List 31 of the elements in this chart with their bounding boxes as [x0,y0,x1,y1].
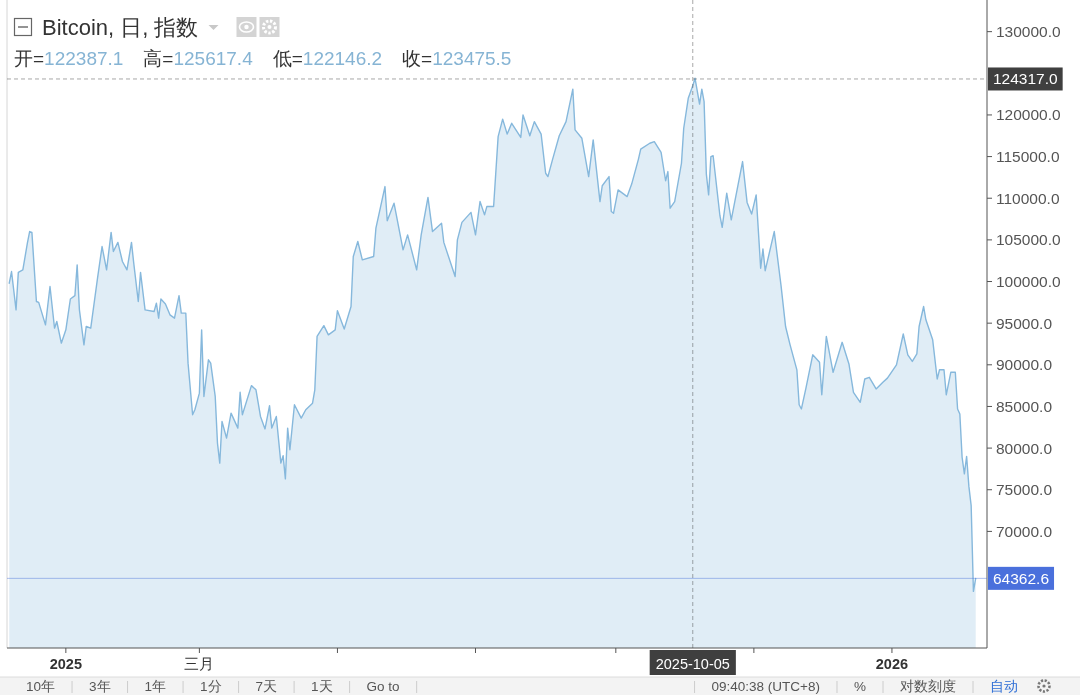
x-tick-label: 三月 [184,656,215,672]
text: 09:40:38 (UTC+8) [711,679,820,694]
y-tick-label: 80000.0 [996,439,1053,457]
text: 开=122387.1 高=125617.4 低=122146.2 收=123475.5 [14,48,512,69]
y-tick-label: 120000.0 [996,106,1062,124]
text: 对数刻度 [900,679,956,694]
y-tick-label: 70000.0 [996,522,1053,540]
y-tick-label: 90000.0 [996,356,1053,374]
ref-line-label: 124317.0 [993,70,1059,88]
y-tick-label: 110000.0 [996,189,1060,207]
text: 自动 [990,679,1018,694]
y-tick-label: 85000.0 [996,397,1053,415]
ref-line-label: 2025-10-05 [655,656,730,672]
y-tick-label: 75000.0 [996,481,1053,499]
text: 7天 [255,679,278,694]
x-tick-label: 2025 [49,656,82,672]
text: 10年 [26,679,56,694]
y-tick-label: 100000.0 [996,273,1062,291]
ref-line-label: 64362.6 [993,569,1050,587]
text: 1天 [311,679,333,694]
x-tick-label: 2026 [875,656,909,672]
text: 1年 [144,679,167,694]
y-tick-label: 105000.0 [996,231,1062,249]
text: Bitcoin, 日, 指数 [42,15,199,40]
y-tick-label: 115000.0 [996,148,1060,166]
y-tick-label: 130000.0 [996,23,1062,41]
text: 1分 [200,679,222,694]
text: % [853,679,866,694]
text: Go to [366,679,400,694]
y-tick-label: 95000.0 [996,314,1053,332]
text: 3年 [89,679,111,694]
